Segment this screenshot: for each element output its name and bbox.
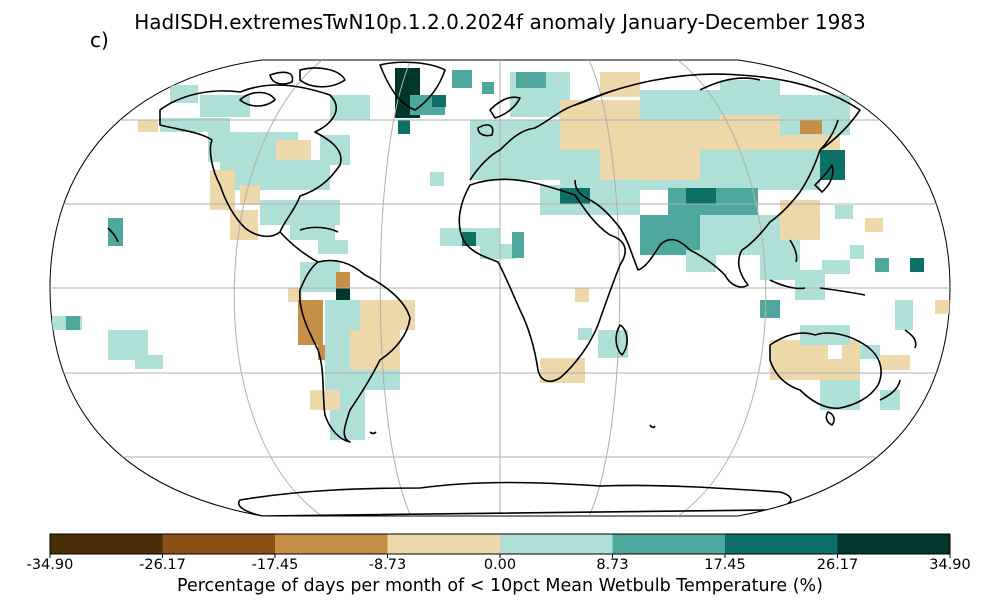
colorbar-tick-label: 17.45 (704, 557, 746, 573)
colorbar-segment (275, 534, 388, 554)
colorbar-tick-label: 8.73 (596, 557, 629, 573)
map-title: HadISDH.extremesTwN10p.1.2.0.2024f anoma… (134, 10, 866, 34)
colorbar-segment (725, 534, 838, 554)
panel-label: c) (90, 28, 109, 52)
colorbar-tick-label: -8.73 (368, 557, 407, 573)
colorbar-tick-label: 26.17 (816, 557, 859, 573)
world-map (49, 59, 951, 517)
colorbar-label: Percentage of days per month of < 10pct … (177, 576, 823, 596)
colorbar (49, 533, 951, 558)
anomaly-cells (52, 68, 950, 440)
colorbar-segment (612, 534, 726, 554)
coastlines (107, 61, 917, 516)
colorbar-segment (500, 534, 613, 554)
colorbar-tick-label: -34.90 (26, 557, 74, 573)
colorbar-segment (50, 534, 163, 554)
colorbar-tick-label: -26.17 (139, 557, 186, 573)
colorbar-tick-label: 0.00 (483, 557, 517, 573)
colorbar-tick-label: -17.45 (251, 557, 299, 573)
colorbar-ticks: -34.90 -26.17 -17.45 -8.73 0.00 8.73 17.… (0, 557, 1000, 577)
colorbar-tick-label: 34.90 (929, 557, 971, 573)
colorbar-segment (162, 534, 276, 554)
colorbar-segment (387, 534, 501, 554)
graticule (50, 60, 950, 516)
colorbar-segment (837, 534, 951, 554)
